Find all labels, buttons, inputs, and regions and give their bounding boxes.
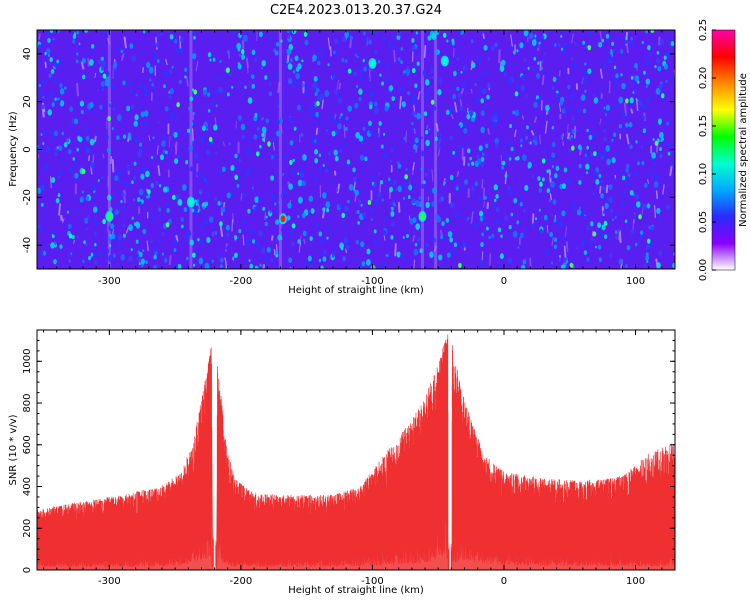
snr-panel: -300 -200 -100 0 100 0 200 400 600 800 1000 Heigh… <box>8 329 676 596</box>
heatmap-y-tick-label: 0 <box>22 146 33 152</box>
snr-y-tick-label: 200 <box>22 519 33 538</box>
snr-x-tick-label: 100 <box>626 576 645 587</box>
snr-x-tick-label: -200 <box>230 576 253 587</box>
colorbar-tick-label: 0.05 <box>698 211 709 233</box>
heatmap-y-tick-label: 20 <box>22 95 33 108</box>
snr-gap <box>449 486 451 570</box>
snr-y-tick-label: 1000 <box>22 349 33 374</box>
colorbar-tick-label: 0.10 <box>698 163 709 185</box>
heatmap-y-tick-label: -40 <box>22 237 33 253</box>
snr-gap <box>213 486 216 570</box>
snr-x-tick-label: 0 <box>501 576 507 587</box>
snr-y-tick-label: 0 <box>22 567 33 573</box>
heatmap-x-axis-label: Height of straight line (km) <box>288 285 424 296</box>
snr-x-axis: -300 -200 -100 0 100 <box>43 330 676 587</box>
heatmap-hotspots <box>105 55 449 225</box>
colorbar-tick-label: 0.25 <box>698 19 709 41</box>
heatmap-x-axis: -300 -200 -100 0 100 <box>43 30 676 287</box>
heatmap-x-tick-label: -300 <box>98 276 121 287</box>
heatmap-y-axis: -40 -20 0 20 40 <box>22 48 675 253</box>
snr-y-tick-label: 800 <box>22 393 33 412</box>
snr-y-axis-label: SNR (10 * v/v) <box>8 414 19 485</box>
colorbar-tick-label: 0.20 <box>698 67 709 89</box>
snr-y-tick-label: 400 <box>22 477 33 496</box>
heatmap-y-axis-label: Frequency (Hz) <box>8 111 19 187</box>
snr-series <box>37 334 675 570</box>
snr-y-tick-label: 600 <box>22 435 33 454</box>
colorbar: 0.00 0.05 0.10 0.15 0.20 0.25 Normalized spec… <box>698 19 749 281</box>
snr-line <box>37 334 675 570</box>
heatmap-x-tick-label: 0 <box>501 276 507 287</box>
snr-x-axis-label: Height of straight line (km) <box>288 585 424 596</box>
heatmap-x-tick-label: 100 <box>626 276 645 287</box>
colorbar-label: Normalized spectral amplitude <box>738 73 749 227</box>
colorbar-tick-label: 0.15 <box>698 115 709 137</box>
heatmap-texture <box>37 30 675 269</box>
heatmap-y-tick-label: 40 <box>22 48 33 61</box>
heatmap-x-tick-label: -100 <box>361 276 384 287</box>
snr-y-axis: 0 200 400 600 800 1000 <box>22 339 675 573</box>
colorbar-gradient <box>711 29 736 271</box>
heatmap-x-tick-label: -200 <box>230 276 253 287</box>
figure-title: C2E4.2023.013.20.37.G24 <box>270 3 442 18</box>
snr-x-tick-label: -100 <box>361 576 384 587</box>
snr-frame <box>36 329 676 571</box>
snr-x-tick-label: -300 <box>98 576 121 587</box>
heatmap-y-tick-label: -20 <box>22 189 33 205</box>
colorbar-ticks: 0.00 0.05 0.10 0.15 0.20 0.25 <box>698 19 716 281</box>
colorbar-tick-label: 0.00 <box>698 259 709 281</box>
